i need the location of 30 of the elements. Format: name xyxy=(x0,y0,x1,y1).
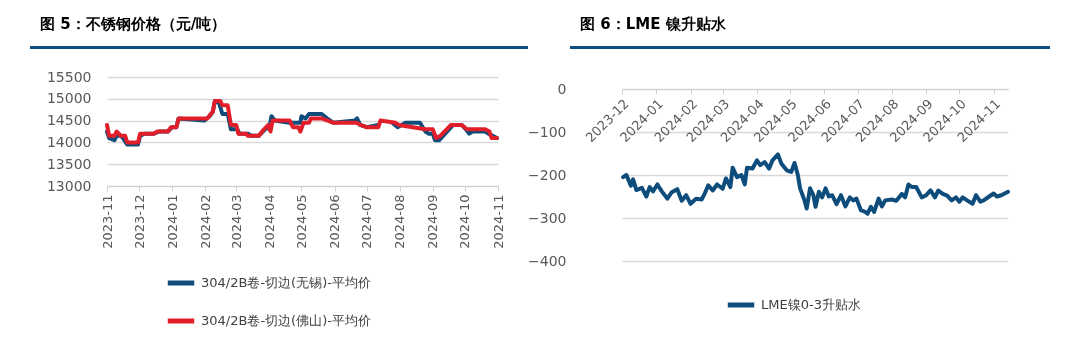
y-tick-label: −100 xyxy=(528,123,567,140)
x-tick-label: 2023-12 xyxy=(131,194,147,249)
y-tick-label: 13000 xyxy=(46,177,92,194)
x-tick-label: 2024-06 xyxy=(327,194,343,249)
x-tick-label: 2024-04 xyxy=(261,194,277,249)
x-tick-label: 2024-08 xyxy=(392,194,408,249)
x-tick-label: 2024-11 xyxy=(490,194,506,249)
legend-label: 304/2B卷-切边(佛山)-平均价 xyxy=(201,313,371,328)
x-tick-label: 2024-02 xyxy=(197,194,213,249)
x-tick-label: 2023-11 xyxy=(99,194,115,249)
x-tick-label: 2024-05 xyxy=(293,194,309,249)
x-tick-label: 2024-09 xyxy=(425,194,441,249)
y-tick-label: 15500 xyxy=(46,68,92,85)
y-tick-label: −200 xyxy=(528,166,567,183)
x-tick-label: 2024-10 xyxy=(457,194,473,249)
y-tick-label: 13500 xyxy=(46,155,92,172)
y-tick-label: 15000 xyxy=(46,90,92,107)
y-tick-label: −400 xyxy=(528,252,567,269)
y-tick-label: 0 xyxy=(557,80,567,97)
y-tick-label: 14000 xyxy=(46,133,92,150)
legend-label: 304/2B卷-切边(无锡)-平均价 xyxy=(201,275,371,290)
x-tick-label: 2024-07 xyxy=(359,194,375,249)
legend-label: LME镍0-3升贴水 xyxy=(761,297,861,312)
y-tick-label: −300 xyxy=(528,209,567,226)
y-tick-label: 14500 xyxy=(46,112,92,129)
x-tick-label: 2024-01 xyxy=(164,194,180,249)
line-series xyxy=(621,152,1010,216)
x-tick-label: 2024-03 xyxy=(228,194,244,249)
chart-title: 图 5：不锈钢价格（元/吨） xyxy=(40,15,227,33)
chart-title: 图 6：LME 镍升贴水 xyxy=(580,15,727,33)
